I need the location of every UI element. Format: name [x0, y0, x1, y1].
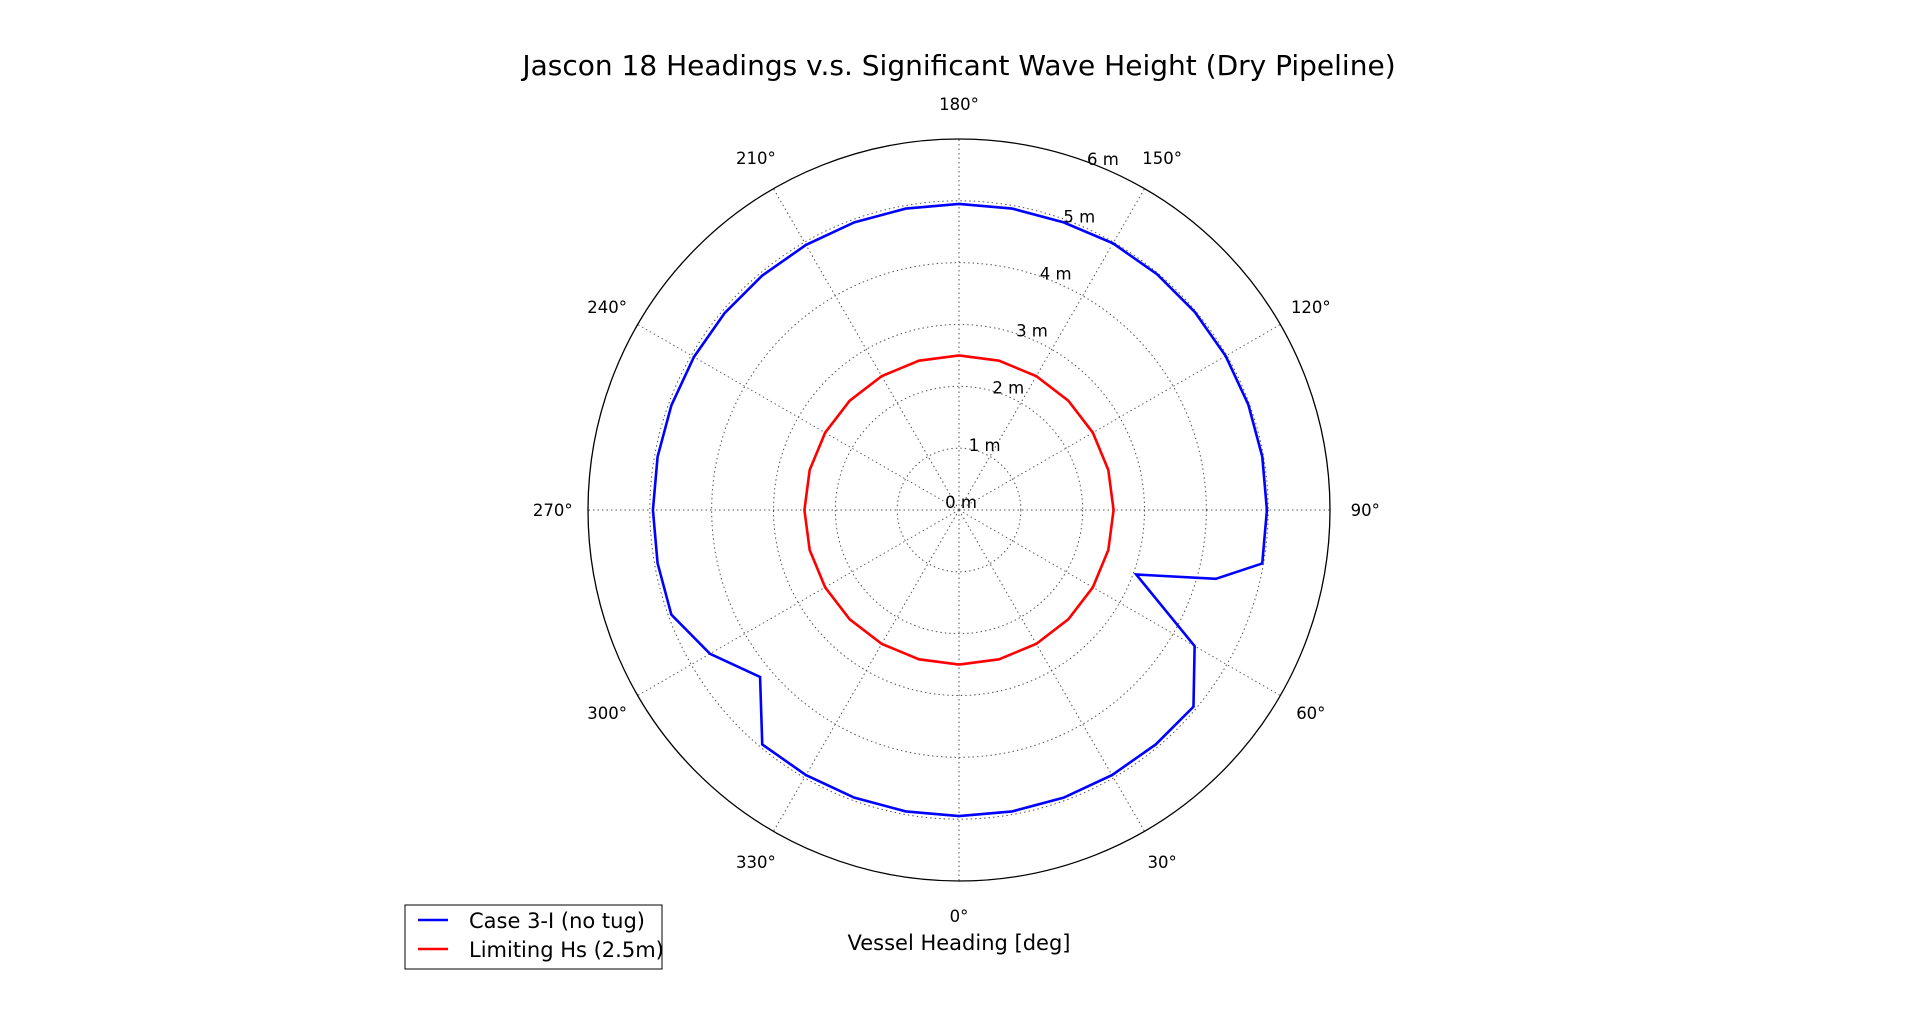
- radial-tick-label: 4 m: [1040, 264, 1072, 283]
- legend-label-limiting-hs: Limiting Hs (2.5m): [469, 938, 664, 962]
- angular-tick-label: 30°: [1147, 853, 1176, 872]
- angular-tick-label: 210°: [736, 149, 776, 168]
- angular-gridline: [958, 188, 1145, 511]
- radial-gridline: [834, 385, 1084, 635]
- tick-labels: 0° 30° 60° 90° 120° 150° 180° 210° 240° 270° 300° 3…: [533, 95, 1380, 926]
- legend-label-case-3-i: Case 3-I (no tug): [469, 909, 645, 933]
- radial-gridline: [711, 262, 1207, 758]
- angular-gridline: [637, 324, 960, 511]
- radial-tick-label: 5 m: [1063, 207, 1095, 226]
- series-layer: [651, 202, 1269, 818]
- angular-gridline: [773, 509, 960, 832]
- radial-tick-label: 6 m: [1087, 150, 1119, 169]
- chart-title: Jascon 18 Headings v.s. Significant Wave…: [520, 49, 1395, 82]
- radial-tick-label: 2 m: [992, 379, 1024, 398]
- angular-tick-label: 120°: [1291, 298, 1331, 317]
- polar-frame: [587, 138, 1331, 882]
- legend-box: [404, 904, 663, 970]
- angular-tick-label: 60°: [1296, 704, 1325, 723]
- angular-gridline: [958, 509, 1145, 832]
- radial-tick-label: 0 m: [945, 493, 977, 512]
- radial-tick-label: 1 m: [969, 436, 1001, 455]
- x-axis-label: Vessel Heading [deg]: [848, 931, 1071, 955]
- series-line-1: [803, 354, 1115, 666]
- series-line-0: [651, 202, 1269, 818]
- angular-tick-label: 0°: [950, 907, 969, 926]
- radial-tick-label: 3 m: [1016, 322, 1048, 341]
- radial-gridline: [896, 447, 1022, 573]
- angular-tick-label: 270°: [533, 501, 573, 520]
- angular-gridline: [958, 324, 1281, 511]
- angular-tick-label: 90°: [1351, 501, 1380, 520]
- angular-tick-label: 300°: [587, 704, 627, 723]
- angular-tick-label: 330°: [736, 853, 776, 872]
- legend: Case 3-I (no tug) Limiting Hs (2.5m): [404, 904, 664, 970]
- angular-gridline: [773, 188, 960, 511]
- angular-tick-label: 240°: [587, 298, 627, 317]
- angular-tick-label: 150°: [1142, 149, 1182, 168]
- angular-gridline: [958, 509, 1281, 696]
- polar-grid: [587, 138, 1331, 882]
- angular-tick-label: 180°: [939, 95, 979, 114]
- angular-gridline: [637, 509, 960, 696]
